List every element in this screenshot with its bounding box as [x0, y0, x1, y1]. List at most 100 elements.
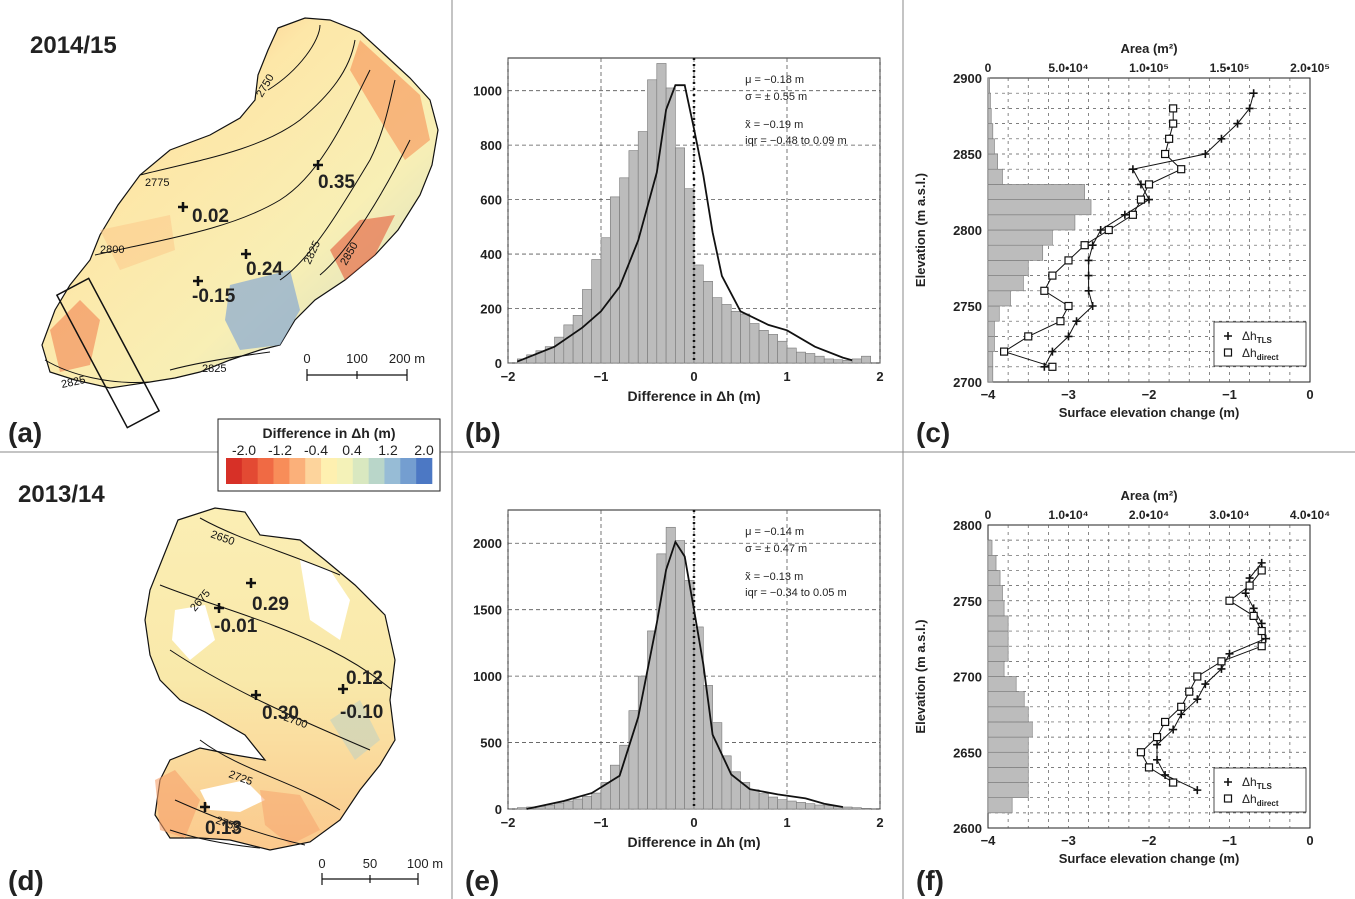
tls-marker [1245, 574, 1254, 583]
x-tick-label: −2 [1142, 387, 1157, 402]
top-tick-label: 2.0•10⁵ [1290, 61, 1330, 75]
tls-marker [1257, 558, 1266, 567]
colorbar-swatch [241, 458, 258, 484]
scale-bar-top [306, 369, 408, 381]
elevation-profile-c: −4 −3 −2 −1 0 0 5.0•10⁴ 1.0•10⁵ 1.5•10⁵ 2.0•10⁵ 27… [913, 41, 1330, 420]
x-tick-label: −3 [1061, 387, 1076, 402]
area-bar [987, 797, 1013, 814]
histogram-e: −2 −1 0 1 2 0 500 1000 1500 2000 μ = −0.14 m σ = ± … [473, 509, 884, 850]
panel-label: (a) [8, 417, 42, 448]
top-tick-label: 2.0•10⁴ [1129, 508, 1169, 522]
area-bar [987, 290, 1011, 307]
summary-stat: iqr = −0.48 to 0.09 m [745, 135, 847, 147]
point-value: -0.01 [214, 616, 258, 637]
histogram-bar [628, 710, 639, 810]
x-tick-label: −4 [981, 387, 997, 402]
histogram-b: −2 −1 0 1 2 0 200 400 600 800 1000 μ = −0.18 m σ = ±… [473, 57, 884, 404]
legend-label: Δh [1242, 329, 1257, 343]
histogram-bar [647, 79, 658, 364]
scale-label: 100 m [407, 856, 443, 871]
colorbar-swatch [416, 458, 433, 484]
tls-marker [1084, 271, 1093, 280]
area-bar [987, 721, 1033, 738]
histogram-bar [851, 358, 862, 364]
top-tick-label: 0 [985, 61, 992, 75]
histogram-bar [768, 796, 779, 810]
histogram-bar [777, 799, 788, 810]
scale-label: 100 [346, 351, 368, 366]
x-tick-label: 0 [1306, 387, 1313, 402]
legend-subscript: direct [1257, 799, 1279, 808]
histogram-bar [795, 351, 806, 364]
area-bar [987, 600, 1005, 617]
colorbar-title: Difference in Δh (m) [263, 425, 396, 441]
tls-marker [1201, 680, 1210, 689]
legend-subscript: TLS [1257, 782, 1273, 791]
y-tick-label: 2650 [953, 745, 982, 760]
area-bar [987, 645, 1009, 662]
colorbar-swatch [368, 458, 385, 484]
legend-label: ΔhTLS [1242, 329, 1272, 345]
colorbar-swatch [273, 458, 290, 484]
direct-marker [1249, 611, 1258, 621]
area-bar [987, 691, 1025, 708]
tls-marker [1064, 332, 1073, 341]
direct-marker [999, 347, 1009, 356]
top-tick-label: 5.0•10⁴ [1048, 61, 1088, 75]
direct-marker [1048, 271, 1057, 280]
histogram-bar [861, 355, 872, 364]
direct-marker [1225, 596, 1234, 605]
tls-marker [1233, 119, 1242, 128]
y-axis-label: Elevation (m a.s.l.) [913, 173, 928, 287]
colorbar-swatch [289, 458, 306, 484]
area-bar [987, 706, 1029, 723]
panel-label: (d) [8, 865, 44, 896]
contour-label: 2825 [60, 374, 86, 391]
contours-bottom [159, 517, 393, 849]
tls-marker [1120, 210, 1129, 219]
colorbar-tick-label: -0.4 [304, 442, 328, 458]
measurement-point [241, 249, 251, 259]
colorbar-swatch [400, 458, 417, 484]
area-bar [987, 782, 1029, 798]
legend-box [1213, 767, 1307, 813]
area-bar [987, 108, 992, 124]
point-value: -0.10 [340, 702, 383, 723]
tls-marker [1088, 241, 1097, 250]
colorbar-tick-label: -1.2 [268, 442, 292, 458]
y-tick-label: 0 [495, 802, 502, 817]
colorbar: Difference in Δh (m) -2.0 -1.2 -0.4 0.4 1.2 2… [217, 418, 441, 492]
histogram-bar [572, 798, 583, 810]
x-axis-label: Surface elevation change (m) [1059, 851, 1240, 866]
area-bar [987, 585, 1003, 602]
histogram-bar [516, 807, 527, 810]
area-bar [987, 676, 1017, 692]
top-tick-label: 1.0•10⁵ [1129, 61, 1169, 75]
year-title: 2014/15 [30, 32, 117, 59]
colorbar-swatch [226, 458, 243, 484]
area-bar [987, 751, 1029, 768]
tls-marker [1257, 619, 1266, 628]
histogram-bar [721, 304, 732, 364]
histogram-bar [814, 804, 825, 810]
y-tick-label: 1000 [473, 669, 502, 684]
y-tick-label: 1500 [473, 603, 502, 618]
measurement-point [214, 603, 224, 613]
top-tick-label: 0 [985, 508, 992, 522]
area-bar [987, 123, 994, 140]
histogram-bar [684, 188, 695, 364]
y-tick-label: 500 [480, 736, 502, 751]
tls-marker [1201, 150, 1210, 158]
measurement-point [246, 578, 256, 588]
direct-marker [1193, 672, 1202, 681]
summary-stat: σ = ± 0.55 m [745, 91, 807, 103]
histogram-bar [749, 789, 760, 810]
direct-marker [1160, 149, 1170, 159]
x-tick-label: 1 [783, 369, 790, 384]
histogram-bar [665, 526, 676, 810]
legend-tls-marker [1224, 778, 1232, 786]
y-axis-label: Elevation (m a.s.l.) [913, 619, 928, 733]
direct-marker [1048, 362, 1057, 371]
histogram-bar [768, 334, 779, 364]
x-tick-label: −2 [501, 369, 516, 384]
